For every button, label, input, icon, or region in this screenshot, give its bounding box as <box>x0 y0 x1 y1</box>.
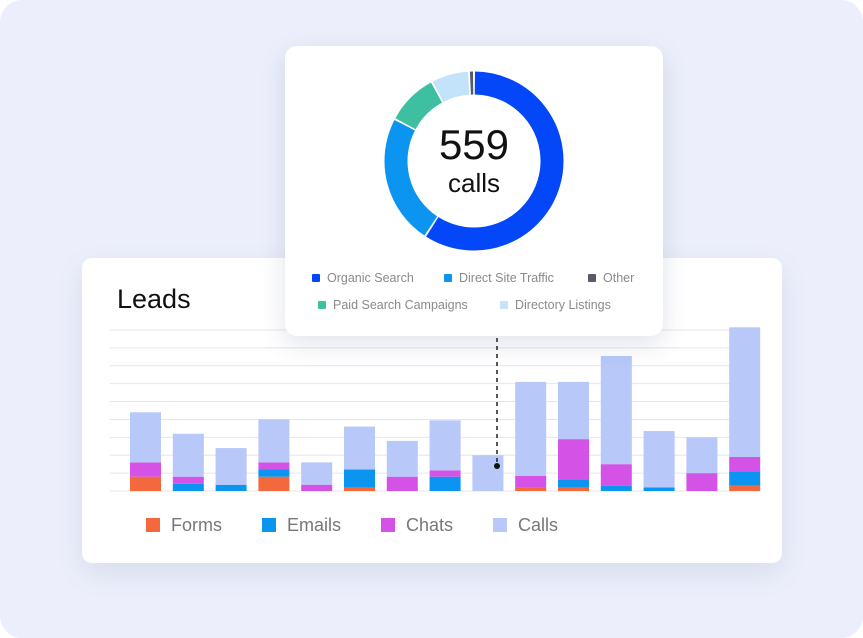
bar-stack-12[interactable] <box>600 355 632 491</box>
bar-segment-chats <box>686 473 718 491</box>
bar-stack-9[interactable] <box>472 455 504 491</box>
bar-segment-calls <box>215 448 247 485</box>
legend-item-forms[interactable]: Forms <box>146 515 222 536</box>
donut-slice-direct-site-traffic[interactable] <box>384 119 438 236</box>
bar-segment-forms <box>130 476 161 491</box>
legend-label: Forms <box>171 514 222 535</box>
calls-donut-card: 559 calls Organic Search Direct Site Traf… <box>285 46 663 336</box>
bar-segment-chats <box>301 484 333 491</box>
legend-label: Chats <box>406 514 454 535</box>
legend-label: Calls <box>518 514 559 535</box>
bar-segment-chats <box>429 470 461 477</box>
calls-donut-chart <box>384 71 564 251</box>
bar-segment-calls <box>258 419 290 463</box>
donut-total-value: 559 <box>438 121 510 168</box>
bar-stack-14[interactable] <box>686 437 718 491</box>
bar-stack-10[interactable] <box>515 381 547 491</box>
bar-segment-chats <box>386 476 418 491</box>
bar-segment-calls <box>301 462 333 485</box>
donut-total-unit: calls <box>447 168 500 198</box>
bar-stack-15[interactable] <box>729 327 761 491</box>
bar-segment-forms <box>515 487 547 491</box>
bar-segment-emails <box>258 469 290 477</box>
legend-swatch <box>146 518 160 532</box>
bar-segment-emails <box>215 484 247 491</box>
bar-segment-chats <box>258 462 290 470</box>
donut-legend-label: Direct Site Traffic <box>459 271 554 285</box>
bar-stack-3[interactable] <box>215 448 247 491</box>
donut-legend-swatch <box>500 301 508 309</box>
bar-segment-calls <box>344 426 375 470</box>
bar-segment-chats <box>600 464 632 486</box>
donut-center-label: 559 calls <box>385 121 563 199</box>
leads-legend: Forms Emails Chats Calls <box>146 514 598 536</box>
donut-legend-item-direct-site-traffic[interactable]: Direct Site Traffic <box>444 271 554 285</box>
donut-legend-label: Directory Listings <box>515 298 611 312</box>
legend-item-emails[interactable]: Emails <box>262 515 341 536</box>
bar-segment-forms <box>729 485 761 491</box>
donut-slice-directory-listings[interactable] <box>432 71 470 103</box>
donut-slice-organic-search[interactable] <box>426 71 564 251</box>
bar-segment-chats <box>172 476 204 484</box>
donut-legend-item-directory-listings[interactable]: Directory Listings <box>500 298 611 312</box>
bar-segment-emails <box>344 469 375 488</box>
donut-legend-label: Other <box>603 271 635 285</box>
donut-legend-item-other[interactable]: Other <box>588 271 634 285</box>
bar-segment-emails <box>429 476 461 491</box>
legend-swatch <box>262 518 276 532</box>
bar-stack-7[interactable] <box>386 440 418 491</box>
bar-segment-chats <box>729 457 761 472</box>
donut-legend-item-organic-search[interactable]: Organic Search <box>312 271 414 285</box>
bar-segment-chats <box>130 462 161 477</box>
legend-label: Emails <box>287 514 342 535</box>
bar-segment-calls <box>600 355 632 465</box>
bar-stack-11[interactable] <box>558 381 589 491</box>
bar-segment-calls <box>686 437 718 474</box>
leads-bar-chart <box>110 327 761 492</box>
donut-legend-item-paid-search-campaigns[interactable]: Paid Search Campaigns <box>318 298 468 312</box>
bar-stack-1[interactable] <box>130 412 161 491</box>
bar-segment-emails <box>729 471 761 486</box>
donut-legend-swatch <box>318 301 326 309</box>
bar-segment-calls <box>729 327 761 458</box>
bar-stack-5[interactable] <box>301 462 333 491</box>
bar-segment-calls <box>515 381 547 476</box>
connector-dot <box>494 463 500 469</box>
bar-stack-2[interactable] <box>172 433 204 491</box>
donut-legend-label: Paid Search Campaigns <box>333 298 468 312</box>
bar-stack-8[interactable] <box>429 420 461 491</box>
bar-segment-emails <box>558 479 589 488</box>
bar-segment-calls <box>386 440 418 477</box>
bar-segment-chats <box>515 475 547 488</box>
bar-stack-13[interactable] <box>643 431 675 491</box>
leads-chart-title: Leads <box>117 284 191 314</box>
donut-legend-swatch <box>444 274 452 282</box>
bar-segment-forms <box>344 487 375 491</box>
bar-segment-calls <box>429 420 461 471</box>
bar-segment-calls <box>643 431 675 488</box>
bar-segment-forms <box>258 476 290 491</box>
legend-swatch <box>493 518 508 532</box>
bar-segment-emails <box>643 487 675 491</box>
bar-stack-6[interactable] <box>344 426 375 491</box>
legend-item-chats[interactable]: Chats <box>381 515 453 536</box>
donut-slice-paid-search-campaigns[interactable] <box>395 82 443 130</box>
bar-segment-emails <box>172 483 204 491</box>
bar-stack-4[interactable] <box>258 419 290 491</box>
bar-segment-emails <box>600 485 632 491</box>
bar-segment-calls <box>558 381 589 440</box>
bar-segment-forms <box>558 487 589 491</box>
donut-legend-swatch <box>312 274 320 282</box>
donut-legend-label: Organic Search <box>327 271 414 285</box>
bar-segment-calls <box>130 412 161 463</box>
bar-segment-calls <box>172 433 204 477</box>
bar-segment-calls <box>472 455 504 491</box>
donut-legend-swatch <box>588 274 596 282</box>
bar-segment-chats <box>558 439 589 480</box>
legend-swatch <box>381 518 396 532</box>
legend-item-calls[interactable]: Calls <box>493 515 558 536</box>
